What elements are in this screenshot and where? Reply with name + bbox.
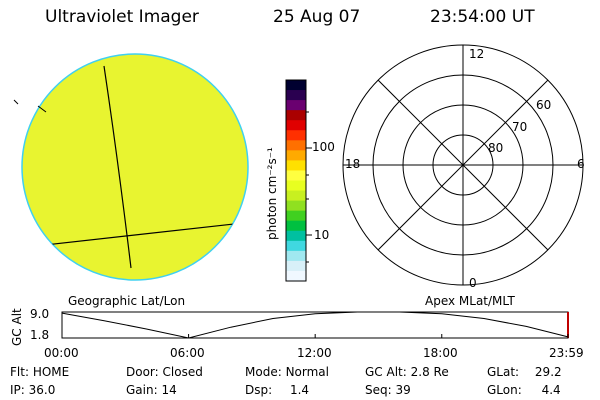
geographic-panel (13, 53, 249, 281)
colorbar-cell (286, 170, 306, 182)
right-panel-caption: Apex MLat/MLT (425, 294, 515, 308)
colorbar-cell (286, 180, 306, 192)
colorbar-cell (286, 250, 306, 262)
lat-label-60: 60 (536, 98, 552, 112)
info-dsp: Dsp: 1.4 (245, 383, 310, 397)
info-gc-alt: GC Alt: 2.8 Re (365, 365, 449, 379)
info-mode: Mode: Normal (245, 365, 329, 379)
colorbar-cell (286, 260, 306, 272)
colorbar-cell (286, 130, 306, 141)
uv-image-disk (21, 53, 249, 281)
date-label: 25 Aug 07 (273, 7, 361, 27)
colorbar-cell (286, 150, 306, 161)
altitude-x-tick-1800: 18:00 (423, 346, 458, 360)
colorbar (285, 79, 312, 282)
info-glon: GLon: 4.4 (487, 383, 561, 397)
colorbar-cell (286, 230, 306, 242)
colorbar-cell (286, 100, 306, 111)
colorbar-cell (286, 120, 306, 131)
colorbar-cell (286, 270, 306, 282)
edge-tick (13, 99, 19, 105)
altitude-strip (61, 311, 569, 339)
colorbar-cell (286, 220, 306, 232)
polar-grid (342, 44, 584, 286)
altitude-axis-label: GC Alt (10, 308, 24, 346)
mlt-label-18: 18 (345, 157, 361, 171)
info-flt: Flt: HOME (10, 365, 70, 379)
altitude-series (61, 311, 569, 339)
colorbar-cell (286, 200, 306, 212)
meridian-line (103, 65, 132, 269)
mlt-label-12: 12 (469, 47, 485, 61)
lat-label-70: 70 (512, 120, 528, 134)
colorbar-unit-label: photon cm⁻²s⁻¹ (265, 147, 279, 240)
time-label: 23:54:00 UT (430, 7, 535, 27)
left-panel-caption: Geographic Lat/Lon (68, 294, 186, 308)
colorbar-cell (286, 80, 306, 91)
info-door: Door: Closed (126, 365, 203, 379)
info-gain: Gain: 14 (126, 383, 177, 397)
edge-tick (37, 105, 47, 113)
info-ip: IP: 36.0 (10, 383, 56, 397)
mlt-label-0: 0 (469, 276, 477, 290)
altitude-x-tick-0000: 00:00 (44, 346, 79, 360)
altitude-x-tick-0600: 06:00 (170, 346, 205, 360)
lat-label-80: 80 (488, 141, 504, 155)
colorbar-tick-10: 10 (314, 228, 330, 242)
info-seq: Seq: 39 (365, 383, 411, 397)
colorbar-cell (286, 210, 306, 222)
colorbar-cell (286, 240, 306, 252)
colorbar-cell (286, 110, 306, 121)
altitude-y-tick-min: 1.8 (30, 328, 50, 342)
colorbar-tick-100: 100 (312, 140, 335, 154)
altitude-y-tick-max: 9.0 (30, 307, 50, 321)
colorbar-cell (286, 140, 306, 151)
info-glat: GLat: 29.2 (487, 365, 562, 379)
colorbar-cell (286, 190, 306, 202)
colorbar-cell (286, 160, 306, 172)
mlt-label-6: 6 (577, 157, 585, 171)
instrument-title: Ultraviolet Imager (45, 7, 199, 27)
colorbar-cell (286, 90, 306, 101)
altitude-x-tick-2359: 23:59 (549, 346, 584, 360)
altitude-x-tick-1200: 12:00 (297, 346, 332, 360)
